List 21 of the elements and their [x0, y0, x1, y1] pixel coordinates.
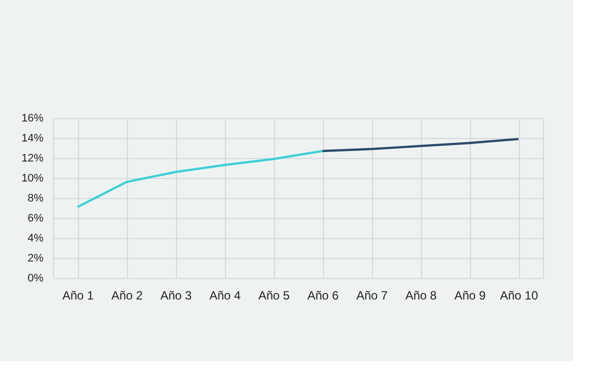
y-tick-label: 6%: [28, 212, 44, 224]
x-tick-label: Año 3: [160, 288, 192, 302]
x-tick-label: Año 5: [258, 288, 290, 302]
x-tick-label: Año 7: [356, 288, 388, 302]
x-tick-label: Año 9: [454, 288, 486, 302]
y-tick-label: 16%: [21, 112, 44, 124]
y-tick-label: 2%: [28, 252, 44, 264]
y-tick-label: 4%: [28, 232, 44, 244]
x-tick-label: Año 10: [500, 288, 538, 302]
x-tick-label: Año 2: [111, 288, 144, 302]
y-tick-label: 14%: [21, 132, 44, 144]
y-tick-label: 10%: [21, 172, 44, 184]
line-series: [76, 150, 324, 208]
y-tick-label: 12%: [21, 152, 44, 164]
x-tick-label: Año 8: [405, 288, 438, 302]
x-tick-label: Año 6: [307, 288, 340, 302]
y-tick-label: 0%: [28, 272, 44, 284]
x-tick-label: Año 4: [209, 288, 242, 302]
line-series: [321, 138, 520, 152]
x-tick-label: Año 1: [62, 288, 94, 302]
y-tick-label: 8%: [28, 192, 44, 204]
